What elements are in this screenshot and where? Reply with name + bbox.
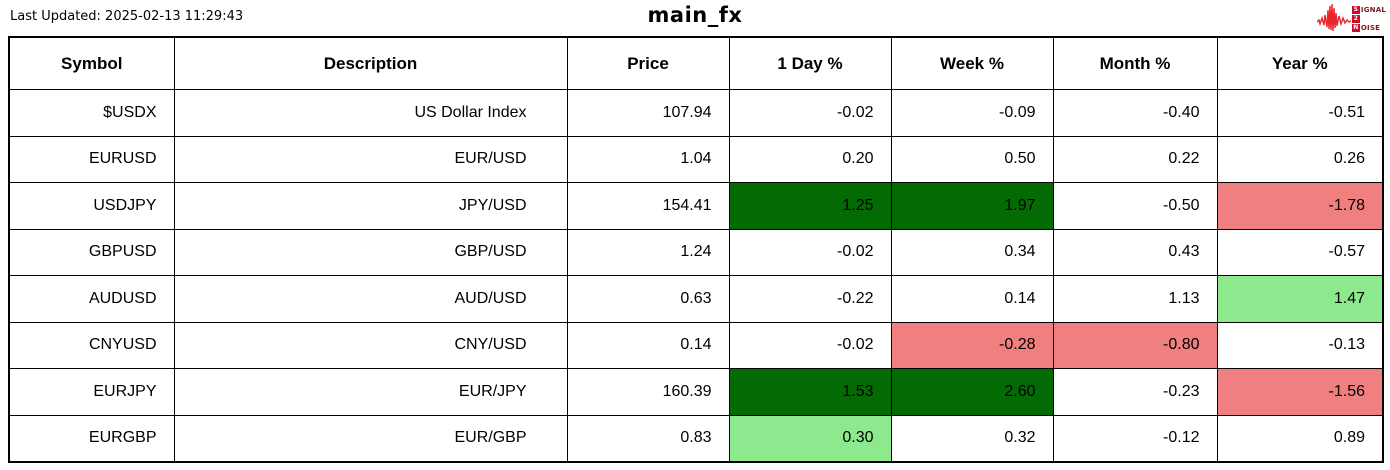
year-pct-cell: 0.89 bbox=[1216, 414, 1384, 463]
description-cell: AUD/USD bbox=[173, 275, 568, 323]
symbol-cell: EURJPY bbox=[8, 368, 175, 416]
month-pct-cell: -0.80 bbox=[1052, 321, 1218, 369]
price-cell: 1.04 bbox=[566, 135, 730, 183]
page-title: main_fx bbox=[647, 3, 743, 27]
table-row: USDJPY JPY/USD 154.41 1.25 1.97 -0.50 -1.78 bbox=[8, 182, 1384, 230]
symbol-cell: EURGBP bbox=[8, 414, 175, 463]
day-pct-cell: -0.02 bbox=[728, 89, 892, 137]
column-header-month-pct: Month % bbox=[1052, 36, 1218, 90]
logo-letter-box: 2 bbox=[1351, 15, 1360, 23]
year-pct-cell: -0.51 bbox=[1216, 89, 1384, 137]
price-cell: 160.39 bbox=[566, 368, 730, 416]
fx-table: Symbol Description Price 1 Day % Week % … bbox=[8, 36, 1384, 463]
symbol-cell: CNYUSD bbox=[8, 321, 175, 369]
description-cell: EUR/JPY bbox=[173, 368, 568, 416]
table-header-row: Symbol Description Price 1 Day % Week % … bbox=[8, 36, 1384, 90]
description-cell: EUR/USD bbox=[173, 135, 568, 183]
column-header-day-pct: 1 Day % bbox=[728, 36, 892, 90]
fx-table-body: $USDX US Dollar Index 107.94 -0.02 -0.09 -0.4… bbox=[8, 89, 1384, 463]
logo-letter-box: N bbox=[1351, 24, 1360, 32]
column-header-week-pct: Week % bbox=[890, 36, 1054, 90]
year-pct-cell: -0.13 bbox=[1216, 321, 1384, 369]
year-pct-cell: -0.57 bbox=[1216, 228, 1384, 276]
symbol-cell: GBPUSD bbox=[8, 228, 175, 276]
table-row: GBPUSD GBP/USD 1.24 -0.02 0.34 0.43 -0.57 bbox=[8, 228, 1384, 276]
month-pct-cell: 1.13 bbox=[1052, 275, 1218, 323]
day-pct-cell: -0.02 bbox=[728, 228, 892, 276]
week-pct-cell: 0.14 bbox=[890, 275, 1054, 323]
table-row: CNYUSD CNY/USD 0.14 -0.02 -0.28 -0.80 -0.13 bbox=[8, 321, 1384, 369]
last-updated-label: Last Updated: 2025-02-13 11:29:43 bbox=[10, 9, 244, 24]
description-cell: CNY/USD bbox=[173, 321, 568, 369]
price-cell: 1.24 bbox=[566, 228, 730, 276]
symbol-cell: $USDX bbox=[8, 89, 175, 137]
logo-line: 2 bbox=[1351, 15, 1386, 23]
day-pct-cell: -0.02 bbox=[728, 321, 892, 369]
month-pct-cell: 0.43 bbox=[1052, 228, 1218, 276]
week-pct-cell: 0.32 bbox=[890, 414, 1054, 463]
price-cell: 107.94 bbox=[566, 89, 730, 137]
symbol-cell: AUDUSD bbox=[8, 275, 175, 323]
year-pct-cell: 0.26 bbox=[1216, 135, 1384, 183]
table-row: EURGBP EUR/GBP 0.83 0.30 0.32 -0.12 0.89 bbox=[8, 414, 1384, 463]
table-row: EURUSD EUR/USD 1.04 0.20 0.50 0.22 0.26 bbox=[8, 135, 1384, 183]
table-row: EURJPY EUR/JPY 160.39 1.53 2.60 -0.23 -1.56 bbox=[8, 368, 1384, 416]
year-pct-cell: 1.47 bbox=[1216, 275, 1384, 323]
week-pct-cell: 0.50 bbox=[890, 135, 1054, 183]
price-cell: 0.63 bbox=[566, 275, 730, 323]
description-cell: US Dollar Index bbox=[173, 89, 568, 137]
day-pct-cell: -0.22 bbox=[728, 275, 892, 323]
month-pct-cell: -0.12 bbox=[1052, 414, 1218, 463]
table-row: $USDX US Dollar Index 107.94 -0.02 -0.09 -0.4… bbox=[8, 89, 1384, 137]
symbol-cell: EURUSD bbox=[8, 135, 175, 183]
column-header-year-pct: Year % bbox=[1216, 36, 1384, 90]
week-pct-cell: 1.97 bbox=[890, 182, 1054, 230]
year-pct-cell: -1.78 bbox=[1216, 182, 1384, 230]
table-row: AUDUSD AUD/USD 0.63 -0.22 0.14 1.13 1.47 bbox=[8, 275, 1384, 323]
week-pct-cell: -0.09 bbox=[890, 89, 1054, 137]
month-pct-cell: 0.22 bbox=[1052, 135, 1218, 183]
month-pct-cell: -0.40 bbox=[1052, 89, 1218, 137]
logo-line: S IGNAL bbox=[1351, 6, 1386, 14]
logo-text: S IGNAL 2 N OISE bbox=[1351, 6, 1386, 32]
column-header-description: Description bbox=[173, 36, 568, 90]
signal-2-noise-logo: S IGNAL 2 N OISE bbox=[1316, 2, 1386, 36]
column-header-symbol: Symbol bbox=[8, 36, 175, 90]
price-cell: 0.14 bbox=[566, 321, 730, 369]
description-cell: EUR/GBP bbox=[173, 414, 568, 463]
week-pct-cell: 0.34 bbox=[890, 228, 1054, 276]
logo-letter-box: S bbox=[1351, 6, 1360, 14]
price-cell: 154.41 bbox=[566, 182, 730, 230]
description-cell: GBP/USD bbox=[173, 228, 568, 276]
day-pct-cell: 1.25 bbox=[728, 182, 892, 230]
week-pct-cell: 2.60 bbox=[890, 368, 1054, 416]
year-pct-cell: -1.56 bbox=[1216, 368, 1384, 416]
price-cell: 0.83 bbox=[566, 414, 730, 463]
description-cell: JPY/USD bbox=[173, 182, 568, 230]
week-pct-cell: -0.28 bbox=[890, 321, 1054, 369]
month-pct-cell: -0.23 bbox=[1052, 368, 1218, 416]
waveform-icon bbox=[1316, 2, 1352, 36]
symbol-cell: USDJPY bbox=[8, 182, 175, 230]
column-header-price: Price bbox=[566, 36, 730, 90]
month-pct-cell: -0.50 bbox=[1052, 182, 1218, 230]
day-pct-cell: 0.30 bbox=[728, 414, 892, 463]
logo-line: N OISE bbox=[1351, 24, 1381, 32]
day-pct-cell: 0.20 bbox=[728, 135, 892, 183]
day-pct-cell: 1.53 bbox=[728, 368, 892, 416]
